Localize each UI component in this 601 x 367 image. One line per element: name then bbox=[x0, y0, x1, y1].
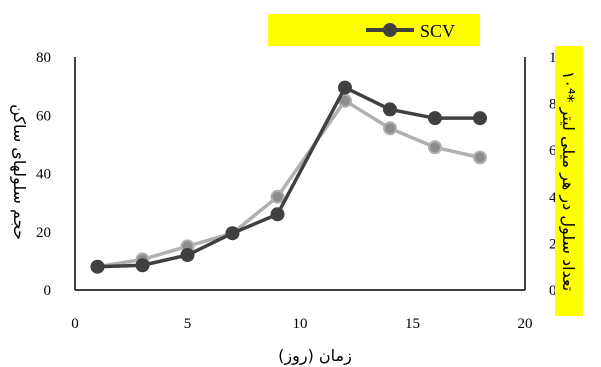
legend-marker-swatch bbox=[383, 23, 397, 37]
x-tick-label: 5 bbox=[184, 316, 192, 332]
data-point bbox=[473, 111, 487, 126]
right-y-tick-label: 0 bbox=[549, 283, 557, 299]
data-point bbox=[383, 121, 397, 136]
data-point bbox=[338, 80, 352, 95]
data-point bbox=[270, 189, 285, 204]
data-point bbox=[428, 111, 442, 126]
legend-label: SCV bbox=[420, 21, 455, 41]
legend: SCV bbox=[268, 14, 480, 46]
x-tick-label: 0 bbox=[71, 316, 79, 332]
right-axis-title-background bbox=[555, 46, 583, 316]
data-point bbox=[270, 207, 285, 222]
axis-titles: زمان (روز) حجم سلولهای ساکن تعداد سلول در … bbox=[9, 46, 583, 366]
left-y-axis-title: حجم سلولهای ساکن bbox=[9, 104, 29, 240]
series-line-scv bbox=[97, 85, 480, 269]
data-point bbox=[90, 259, 105, 274]
axes bbox=[74, 57, 526, 291]
left-y-tick-label: 80 bbox=[36, 50, 51, 66]
left-y-tick-label: 60 bbox=[36, 108, 51, 124]
left-y-tick-label: 0 bbox=[44, 283, 52, 299]
data-point bbox=[428, 140, 442, 155]
right-y-tick-label: 8 bbox=[549, 97, 557, 113]
series-layer bbox=[90, 80, 487, 274]
series-line-cell-count bbox=[97, 98, 481, 269]
right-y-tick-label: 2 bbox=[549, 236, 557, 252]
data-point bbox=[383, 102, 397, 117]
data-point bbox=[473, 150, 487, 165]
x-axis-title: زمان (روز) bbox=[278, 346, 352, 366]
data-point bbox=[225, 226, 240, 241]
right-y-axis-title: تعداد سلول در هر میلی لیتر *۱۰⁴ bbox=[558, 71, 578, 291]
data-point bbox=[135, 258, 150, 273]
right-y-tick-label: 4 bbox=[549, 190, 557, 206]
data-point bbox=[180, 248, 195, 263]
left-y-tick-label: 40 bbox=[36, 167, 51, 183]
x-tick-label: 15 bbox=[405, 316, 420, 332]
x-tick-label: 10 bbox=[293, 316, 308, 332]
right-y-tick-label: 6 bbox=[549, 143, 557, 159]
x-tick-label: 20 bbox=[518, 316, 533, 332]
left-y-tick-label: 20 bbox=[36, 225, 51, 241]
